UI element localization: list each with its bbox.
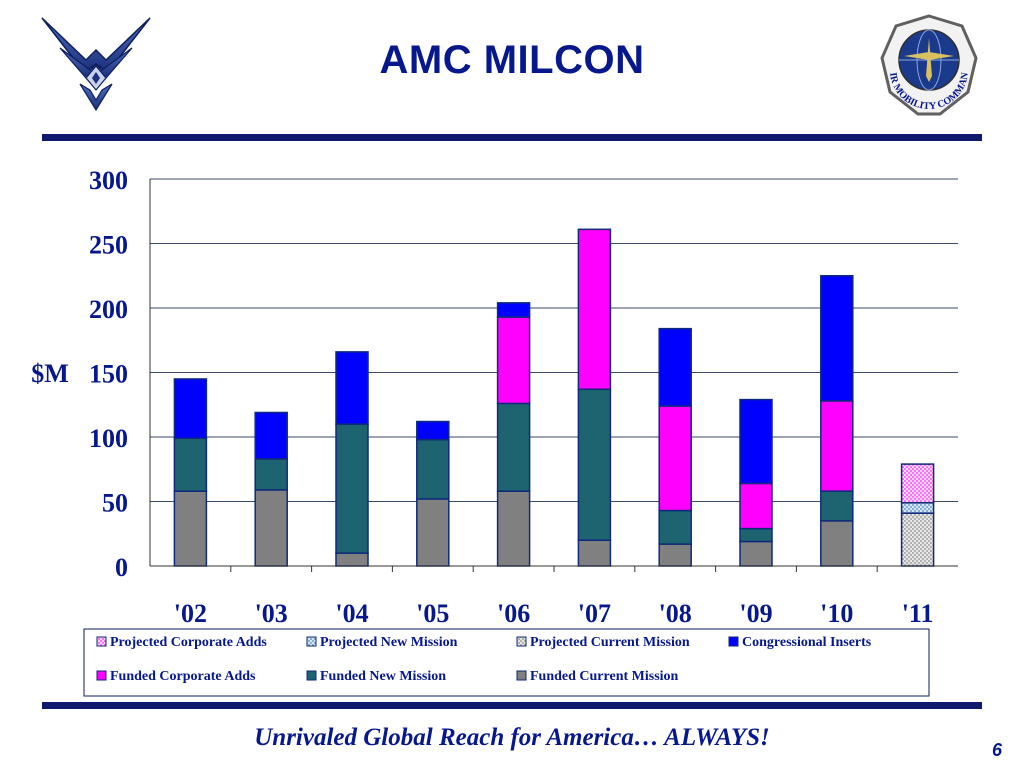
x-tick-label: '02: [174, 599, 207, 628]
bar-funded-current-mission-3: [416, 498, 450, 567]
bar-congressional-inserts-7: [739, 398, 773, 485]
y-tick-label: 250: [89, 231, 128, 260]
bar-funded-current-mission-0: [173, 490, 208, 567]
bar-funded-current-mission-8: [820, 520, 854, 567]
bar-funded-new-mission-7: [739, 527, 773, 543]
air-mobility-command-seal-icon: AIR MOBILITY COMMAND: [876, 12, 978, 116]
legend-label-funded-corporate-adds: Funded Corporate Adds: [110, 669, 256, 684]
legend: Projected Corporate Adds Projected New Mi…: [83, 628, 930, 697]
x-tick-label: '09: [739, 599, 772, 628]
bar-congressional-inserts-1: [254, 411, 288, 460]
legend-label-projected-new-mission: Projected New Mission: [320, 635, 458, 650]
legend-label-projected-current-mission: Projected Current Mission: [530, 635, 690, 650]
x-tick-label: '05: [416, 599, 449, 628]
bar-funded-new-mission-8: [820, 490, 854, 522]
bar-congressional-inserts-3: [416, 420, 450, 441]
x-tick-label: '10: [820, 599, 853, 628]
x-tick-label: '04: [335, 599, 368, 628]
bar-funded-corporate-adds-7: [739, 482, 773, 530]
bar-congressional-inserts-6: [658, 327, 692, 407]
legend-swatch-funded-new-mission: [306, 670, 317, 681]
y-axis-label: $M: [31, 359, 69, 388]
y-tick-label: 150: [89, 360, 128, 389]
legend-label-funded-new-mission: Funded New Mission: [320, 669, 446, 684]
bar-congressional-inserts-0: [173, 378, 208, 440]
x-tick-label: '11: [902, 599, 934, 628]
bar-funded-current-mission-1: [254, 489, 288, 567]
bar-funded-new-mission-5: [577, 388, 612, 541]
bar-funded-new-mission-3: [416, 438, 450, 500]
y-tick-label: 200: [89, 295, 128, 324]
y-tick-label: 100: [89, 424, 128, 453]
legend-label-funded-current-mission: Funded Current Mission: [530, 669, 679, 684]
bar-congressional-inserts-2: [335, 351, 369, 425]
bar-funded-current-mission-6: [658, 543, 692, 567]
bar-projected-new-mission-9: [900, 502, 935, 514]
bar-congressional-inserts-4: [496, 302, 531, 318]
header-divider: [42, 134, 982, 141]
bar-funded-current-mission-4: [496, 490, 531, 567]
x-tick-label: '07: [578, 599, 611, 628]
y-tick-label: 50: [102, 489, 128, 518]
legend-label-congressional-inserts: Congressional Inserts: [742, 635, 872, 650]
legend-swatch-projected-corporate-adds: [96, 636, 107, 647]
axes: 0 50 100 150 200 250 300 '02 '03 '04 '05 '06 '07 '08 '…: [89, 166, 958, 628]
x-tick-label: '08: [659, 599, 692, 628]
bar-funded-corporate-adds-6: [658, 405, 692, 512]
page-number: 6: [992, 740, 1003, 760]
air-force-symbol-icon: [41, 17, 151, 112]
bar-congressional-inserts-8: [820, 275, 854, 402]
bars: [173, 228, 935, 567]
bar-projected-corporate-adds-9: [900, 463, 935, 504]
legend-swatch-projected-current-mission: [516, 636, 527, 647]
y-tick-label: 300: [89, 166, 128, 195]
bar-funded-new-mission-0: [173, 437, 208, 492]
bar-funded-corporate-adds-8: [820, 400, 854, 492]
bar-funded-corporate-adds-4: [496, 316, 531, 405]
bar-funded-new-mission-2: [335, 423, 369, 554]
bar-funded-new-mission-6: [658, 509, 692, 545]
y-tick-label: 0: [115, 553, 128, 582]
x-tick-label: '06: [497, 599, 530, 628]
legend-swatch-congressional-inserts: [728, 636, 739, 647]
bar-funded-current-mission-5: [577, 539, 612, 567]
milcon-stacked-bar-chart: 0 50 100 150 200 250 300 '02 '03 '04 '05 '06 '07 '08 '…: [31, 166, 958, 697]
bar-projected-current-mission-9: [900, 512, 935, 567]
footer-divider: [42, 702, 982, 709]
legend-swatch-funded-corporate-adds: [96, 670, 107, 681]
legend-swatch-funded-current-mission: [516, 670, 527, 681]
legend-box: [83, 628, 930, 697]
footer-tagline: Unrivaled Global Reach for America… ALWA…: [254, 724, 770, 751]
legend-label-projected-corporate-adds: Projected Corporate Adds: [110, 635, 267, 650]
legend-swatch-projected-new-mission: [306, 636, 317, 647]
bar-funded-new-mission-4: [496, 402, 531, 492]
bar-funded-new-mission-1: [254, 458, 288, 491]
bar-funded-current-mission-7: [739, 540, 773, 567]
bar-funded-current-mission-2: [335, 552, 369, 567]
page-title: AMC MILCON: [379, 38, 645, 82]
bar-funded-corporate-adds-5: [577, 228, 612, 391]
x-tick-label: '03: [255, 599, 288, 628]
